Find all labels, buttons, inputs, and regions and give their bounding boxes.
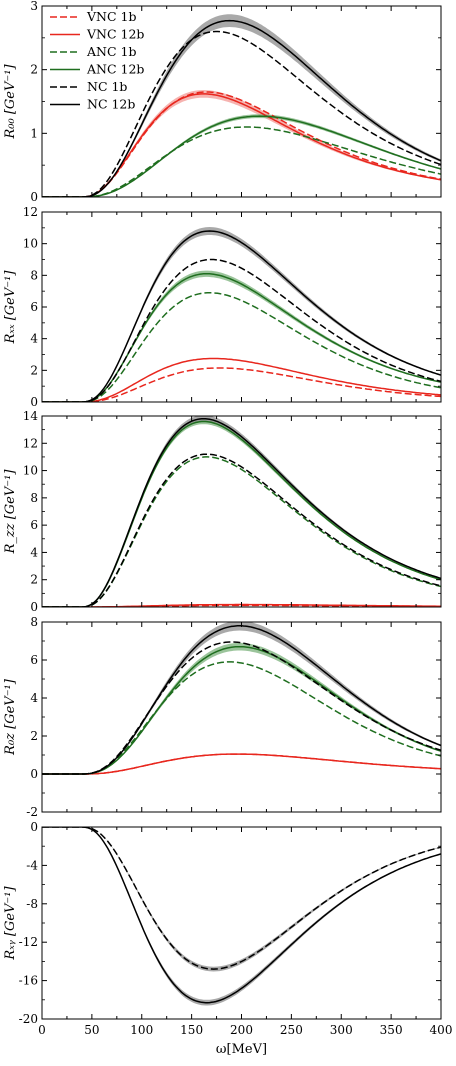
legend-entry: NC 12b <box>87 97 135 112</box>
band-nc-12b <box>42 227 441 402</box>
series-nc-12b <box>42 19 441 197</box>
x-tick-label: 150 <box>180 1023 203 1037</box>
y-tick-label: 0 <box>30 190 38 204</box>
x-tick-label: 350 <box>380 1023 403 1037</box>
band-anc-12b <box>42 418 441 607</box>
series-nc-1b <box>42 827 441 970</box>
legend-entry: VNC 12b <box>86 27 144 42</box>
x-tick-label: 250 <box>280 1023 303 1037</box>
series-vnc-12b <box>42 357 441 402</box>
y-tick-label: 8 <box>30 491 38 505</box>
y-tick-label: -4 <box>26 858 38 872</box>
plot-area <box>42 416 441 607</box>
series-anc-12b <box>42 420 441 607</box>
y-tick-label: -2 <box>26 805 38 819</box>
x-tick-label: 50 <box>84 1023 99 1037</box>
x-axis-label: ω[MeV] <box>216 1042 267 1057</box>
legend-entry: VNC 1b <box>86 9 136 24</box>
band-nc-1b <box>42 827 441 972</box>
series-anc-12b <box>42 115 441 197</box>
series-anc-1b <box>42 456 441 607</box>
y-tick-label: -8 <box>26 897 38 911</box>
series-nc-1b <box>42 30 441 197</box>
series-anc-1b <box>42 661 441 775</box>
panel-4: -2 0 2 4 6 8 R₀z [GeV⁻¹] <box>3 615 442 819</box>
y-tick-label: 3 <box>30 0 38 13</box>
panel-5: 0-4-8-12-16-200 50 100 150 200 250 300 350 400ω[… <box>3 820 452 1057</box>
y-tick-label: 12 <box>23 436 38 450</box>
y-axis-label: R_zz [GeV⁻¹] <box>3 469 18 555</box>
series-anc-12b <box>42 273 441 402</box>
series-nc-1b <box>42 258 441 402</box>
legend-entry: ANC 1b <box>86 44 136 59</box>
band-nc-12b <box>42 416 441 607</box>
panel-2: 0 2 4 6 8 10 12 Rₓₓ [GeV⁻¹] <box>3 205 442 409</box>
x-tick-label: 0 <box>38 1023 46 1037</box>
x-tick-label: 400 <box>430 1023 453 1037</box>
series-nc-12b <box>42 827 441 1004</box>
y-tick-label: -12 <box>19 935 38 949</box>
y-tick-label: 2 <box>30 363 38 377</box>
series-nc-12b <box>42 417 441 607</box>
y-axis-label: R₀z [GeV⁻¹] <box>3 678 18 756</box>
panel-3: 0 2 4 6 8 10 12 14 R_zz [GeV⁻¹] <box>3 409 442 614</box>
plot-area <box>42 14 441 197</box>
y-tick-label: 0 <box>30 767 38 781</box>
legend-entry: NC 1b <box>87 79 127 94</box>
legend: VNC 1b VNC 12b ANC 1b ANC 12b NC 1b NC 12b <box>50 9 144 112</box>
y-tick-label: 2 <box>30 63 38 77</box>
y-tick-label: 10 <box>23 237 38 251</box>
y-tick-label: 4 <box>30 332 38 346</box>
plot-area <box>42 827 441 1006</box>
y-tick-label: 2 <box>30 729 38 743</box>
y-tick-label: 4 <box>30 545 38 559</box>
y-tick-label: 0 <box>30 600 38 614</box>
x-tick-label: 100 <box>130 1023 153 1037</box>
series-anc-1b <box>42 292 441 402</box>
y-tick-label: 6 <box>30 518 38 532</box>
y-tick-label: 0 <box>30 395 38 409</box>
y-tick-label: -16 <box>19 974 38 988</box>
x-tick-label: 300 <box>330 1023 353 1037</box>
y-tick-label: 10 <box>23 464 38 478</box>
panel-1: 0 1 2 3 R₀₀ [GeV⁻¹] VNC 1b VNC 12b ANC 1b ANC 12… <box>3 0 442 204</box>
series-vnc-12b <box>42 753 441 775</box>
y-tick-label: -20 <box>19 1012 38 1026</box>
legend-entry: ANC 12b <box>86 62 144 77</box>
band-nc-12b <box>42 827 441 1006</box>
y-tick-label: 8 <box>30 615 38 629</box>
series-vnc-1b <box>42 367 441 402</box>
band-anc-12b <box>42 270 441 402</box>
plot-frame <box>41 415 442 608</box>
y-tick-label: 1 <box>30 126 38 140</box>
plot-area <box>42 622 441 775</box>
y-tick-label: 6 <box>30 653 38 667</box>
series-anc-12b <box>42 645 441 775</box>
y-axis-label: R₀₀ [GeV⁻¹] <box>3 64 18 140</box>
y-tick-label: 14 <box>23 409 39 423</box>
y-axis-label: Rₓᵧ [GeV⁻¹] <box>3 886 18 961</box>
series-nc-1b <box>42 641 441 775</box>
y-tick-label: 6 <box>30 300 38 314</box>
series-nc-12b <box>42 230 441 402</box>
series-nc-1b <box>42 453 441 607</box>
y-tick-label: 2 <box>30 573 38 587</box>
y-tick-label: 8 <box>30 268 38 282</box>
y-tick-label: 0 <box>30 820 38 834</box>
plot-area <box>42 227 441 402</box>
y-tick-label: 4 <box>30 691 38 705</box>
y-tick-label: 12 <box>23 205 38 219</box>
x-tick-label: 200 <box>230 1023 253 1037</box>
y-axis-label: Rₓₓ [GeV⁻¹] <box>3 270 18 345</box>
